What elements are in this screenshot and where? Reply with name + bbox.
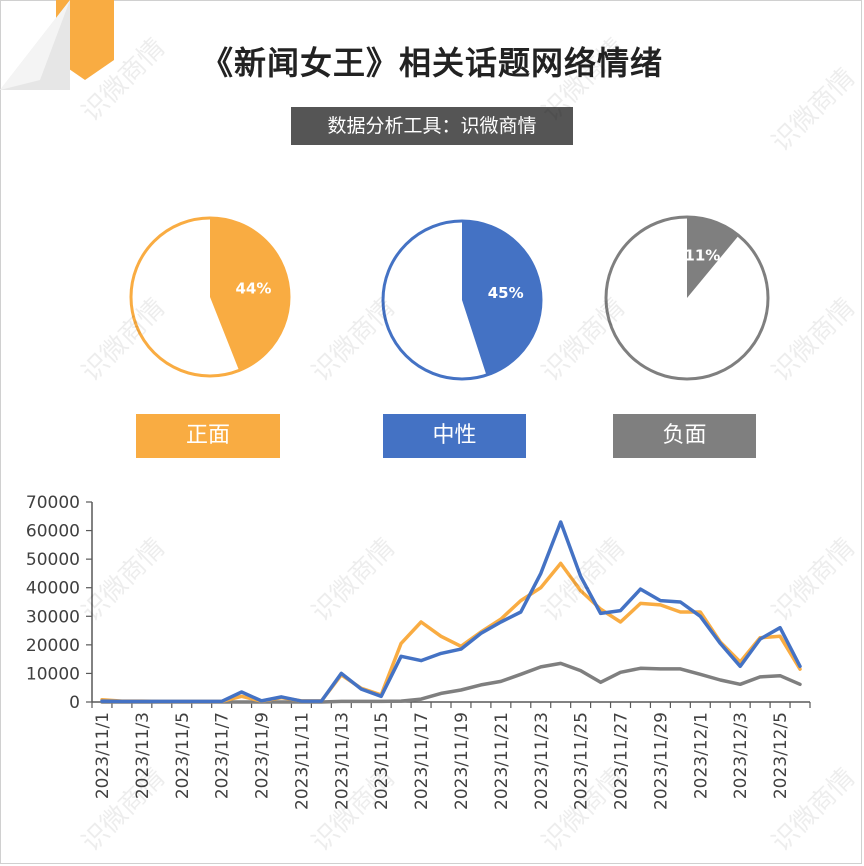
x-tick-label: 2023/11/13 (332, 712, 352, 810)
pie-positive-percent-label: 44% (236, 280, 272, 298)
pie-positive-slice (210, 218, 289, 371)
y-tick-label: 20000 (26, 636, 80, 656)
data-source-label: 数据分析工具：识微商情 (291, 107, 573, 145)
line-series-negative (100, 661, 802, 704)
legend-positive: 正面 (136, 414, 280, 458)
page-curl-icon (0, 0, 70, 90)
pie-negative-percent-label: 11% (684, 246, 720, 264)
x-tick-label: 2023/11/19 (452, 712, 472, 810)
x-tick-label: 2023/11/17 (412, 712, 432, 810)
line-series-positive (100, 561, 802, 704)
x-tick-label: 2023/11/25 (572, 712, 592, 810)
y-tick-label: 0 (69, 693, 80, 713)
y-tick-label: 70000 (26, 493, 80, 513)
legend-neutral: 中性 (383, 414, 526, 458)
x-tick-label: 2023/11/29 (651, 712, 671, 810)
x-tick-label: 2023/11/21 (492, 712, 512, 810)
y-tick-label: 40000 (26, 579, 80, 599)
line-series-neutral (100, 520, 802, 704)
x-tick-label: 2023/12/5 (771, 712, 791, 799)
pie-neutral-percent-label: 45% (488, 284, 524, 302)
legend-negative: 负面 (613, 414, 756, 458)
x-tick-label: 2023/11/9 (253, 712, 273, 799)
x-tick-label: 2023/11/11 (292, 712, 312, 810)
x-tick-label: 2023/11/7 (213, 712, 233, 799)
x-tick-label: 2023/12/1 (691, 712, 711, 799)
x-tick-label: 2023/11/5 (173, 712, 193, 799)
y-tick-label: 50000 (26, 550, 80, 570)
page-title: 《新闻女王》相关话题网络情绪 (200, 44, 663, 82)
y-tick-label: 30000 (26, 607, 80, 627)
x-tick-label: 2023/11/23 (532, 712, 552, 810)
x-tick-label: 2023/11/27 (612, 712, 632, 810)
x-tick-label: 2023/12/3 (731, 712, 751, 799)
pie-neutral-slice (462, 221, 541, 376)
x-tick-label: 2023/11/3 (133, 712, 153, 799)
bookmark-ribbon-icon (56, 0, 114, 80)
pie-negative-slice (687, 217, 739, 298)
y-tick-label: 10000 (26, 664, 80, 684)
x-tick-label: 2023/11/1 (93, 712, 113, 799)
y-tick-label: 60000 (26, 522, 80, 542)
x-tick-label: 2023/11/15 (372, 712, 392, 810)
